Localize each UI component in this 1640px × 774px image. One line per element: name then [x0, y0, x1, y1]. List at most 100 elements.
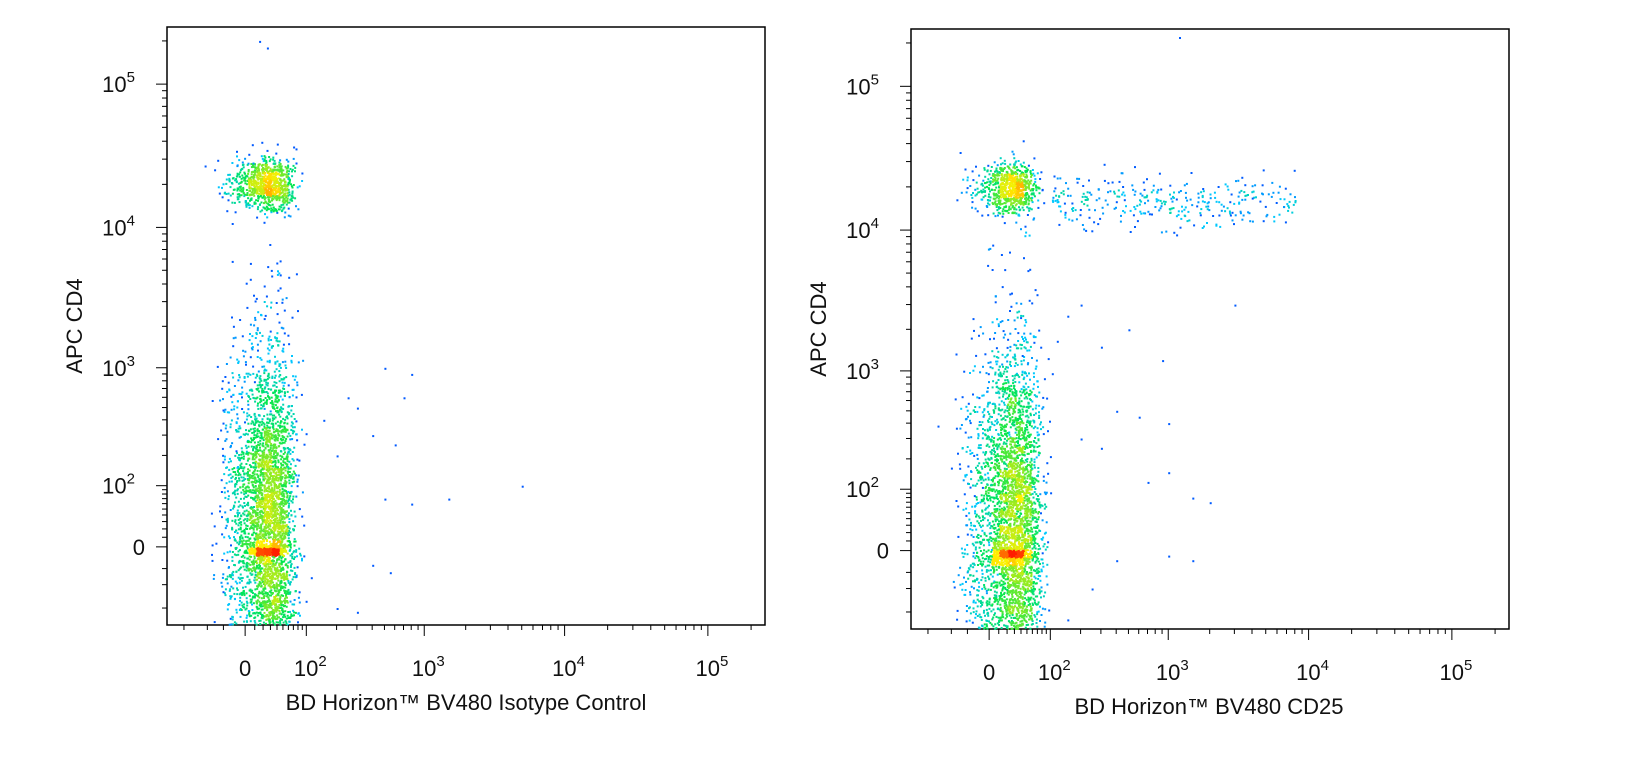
data-point — [238, 159, 241, 162]
data-point — [280, 458, 283, 461]
data-point — [238, 609, 241, 611]
data-point — [260, 404, 263, 407]
data-point — [264, 462, 266, 465]
data-point — [259, 442, 262, 445]
data-point — [244, 433, 246, 436]
data-point — [251, 420, 254, 423]
data-point — [258, 163, 261, 166]
data-point — [262, 405, 264, 408]
data-point — [296, 384, 299, 387]
data-point — [243, 179, 246, 182]
data-point — [224, 527, 227, 530]
data-point — [282, 484, 285, 486]
data-point — [254, 522, 257, 525]
data-point — [268, 573, 271, 576]
data-point — [279, 159, 282, 162]
data-point — [280, 574, 282, 577]
data-point — [237, 569, 240, 572]
data-point — [277, 197, 280, 199]
data-point — [291, 603, 294, 606]
data-point — [274, 465, 277, 468]
data-point — [282, 327, 285, 330]
data-point — [1027, 179, 1030, 182]
data-point — [236, 175, 239, 178]
data-point — [257, 466, 260, 469]
data-point — [284, 484, 287, 487]
data-point — [269, 432, 272, 435]
data-point — [295, 420, 298, 423]
data-point — [259, 386, 262, 389]
data-point — [264, 534, 267, 537]
data-point — [265, 181, 267, 184]
data-point — [289, 616, 292, 619]
data-point — [227, 603, 230, 606]
data-point — [236, 587, 238, 590]
data-point — [264, 567, 267, 570]
data-point — [253, 294, 255, 297]
data-point — [1015, 160, 1018, 163]
data-point — [232, 471, 235, 473]
data-point — [231, 559, 234, 562]
data-point — [228, 480, 231, 483]
data-point — [259, 613, 262, 615]
data-point — [276, 609, 279, 612]
data-point — [284, 165, 287, 168]
data-point — [247, 440, 249, 443]
data-point — [271, 491, 274, 494]
data-point — [287, 611, 290, 613]
data-point — [384, 498, 387, 501]
data-point — [244, 361, 247, 364]
data-point — [281, 516, 284, 518]
data-point — [251, 603, 253, 606]
data-point — [267, 466, 270, 469]
data-point — [271, 455, 274, 458]
data-point — [269, 549, 272, 552]
data-point — [232, 570, 235, 573]
data-point — [270, 607, 273, 610]
data-point — [259, 375, 262, 378]
data-point — [273, 434, 276, 437]
data-point — [249, 489, 252, 492]
data-point — [273, 533, 275, 535]
data-point — [251, 547, 254, 550]
data-point — [263, 453, 266, 456]
data-point — [279, 184, 282, 187]
data-point — [276, 558, 279, 561]
data-point — [243, 497, 245, 500]
y-tick-label: 102 — [102, 471, 135, 499]
data-point — [266, 480, 268, 483]
data-point — [240, 540, 242, 543]
data-point — [230, 585, 233, 588]
data-point — [269, 448, 272, 451]
data-point — [266, 568, 269, 571]
data-point — [277, 599, 280, 602]
data-point — [280, 541, 283, 544]
data-point — [265, 473, 268, 476]
data-point — [277, 530, 280, 533]
data-point — [234, 547, 237, 550]
data-point — [254, 300, 257, 303]
data-point — [284, 477, 287, 479]
data-point — [239, 319, 242, 321]
data-point — [273, 407, 276, 410]
data-point — [263, 221, 266, 224]
data-point — [246, 194, 248, 196]
data-point — [283, 495, 286, 498]
data-point — [270, 461, 273, 464]
data-point — [336, 455, 339, 458]
data-point — [265, 205, 268, 208]
data-point — [265, 202, 268, 205]
data-point — [262, 519, 265, 522]
data-point — [281, 189, 284, 192]
data-point — [246, 525, 249, 528]
data-point — [283, 216, 286, 219]
data-point — [278, 544, 281, 547]
data-point — [276, 195, 279, 198]
data-point — [285, 621, 288, 624]
data-point — [287, 176, 290, 179]
data-point — [227, 381, 230, 384]
data-point — [263, 515, 266, 518]
data-point — [239, 538, 242, 541]
data-point — [273, 370, 276, 373]
data-point — [235, 522, 238, 525]
